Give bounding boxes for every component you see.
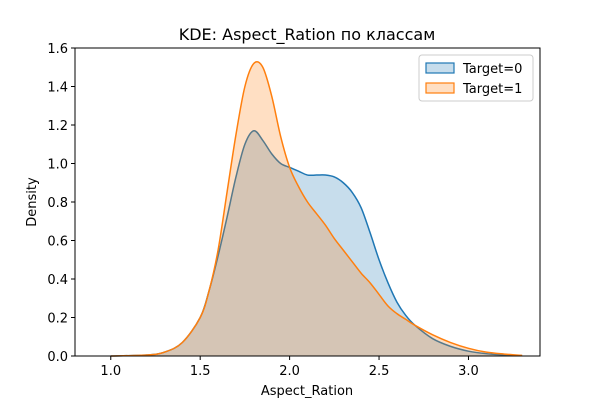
- density-area-series-1: [110, 61, 523, 356]
- density-area-series-0: [110, 130, 523, 356]
- legend-swatch: [425, 82, 455, 94]
- legend-swatch: [425, 62, 455, 74]
- y-tick-label: 0.8: [47, 196, 68, 211]
- y-tick-label: 0.0: [47, 350, 68, 365]
- legend-label: Target=1: [462, 82, 522, 97]
- y-tick-label: 0.2: [47, 312, 68, 327]
- x-axis-label: Aspect_Ration: [261, 384, 353, 399]
- y-tick-label: 0.6: [47, 235, 68, 250]
- y-axis: 0.0 0.2 0.4 0.6 0.8 1.0 1.2 1.4 1.6: [47, 42, 75, 365]
- density-line-series-1: [110, 61, 523, 357]
- x-tick-label: 1.0: [100, 364, 121, 379]
- x-axis: 1.0 1.5 2.0 2.5 3.0: [100, 356, 479, 379]
- y-tick-label: 1.4: [47, 81, 68, 96]
- x-tick-label: 2.5: [369, 364, 390, 379]
- density-areas: [110, 61, 523, 357]
- y-tick-label: 1.2: [47, 119, 68, 134]
- legend-box: [418, 54, 534, 102]
- x-tick-label: 3.0: [458, 364, 479, 379]
- y-tick-label: 1.0: [47, 158, 68, 173]
- x-tick-label: 1.5: [190, 364, 211, 379]
- legend: Target=0 Target=1: [418, 54, 534, 102]
- legend-label: Target=0: [462, 62, 522, 77]
- y-tick-label: 1.6: [47, 42, 68, 57]
- y-axis-label: Density: [25, 177, 40, 227]
- x-tick-label: 2.0: [279, 364, 300, 379]
- chart-title: KDE: Aspect_Ration по классам: [179, 25, 436, 45]
- y-tick-label: 0.4: [47, 273, 68, 288]
